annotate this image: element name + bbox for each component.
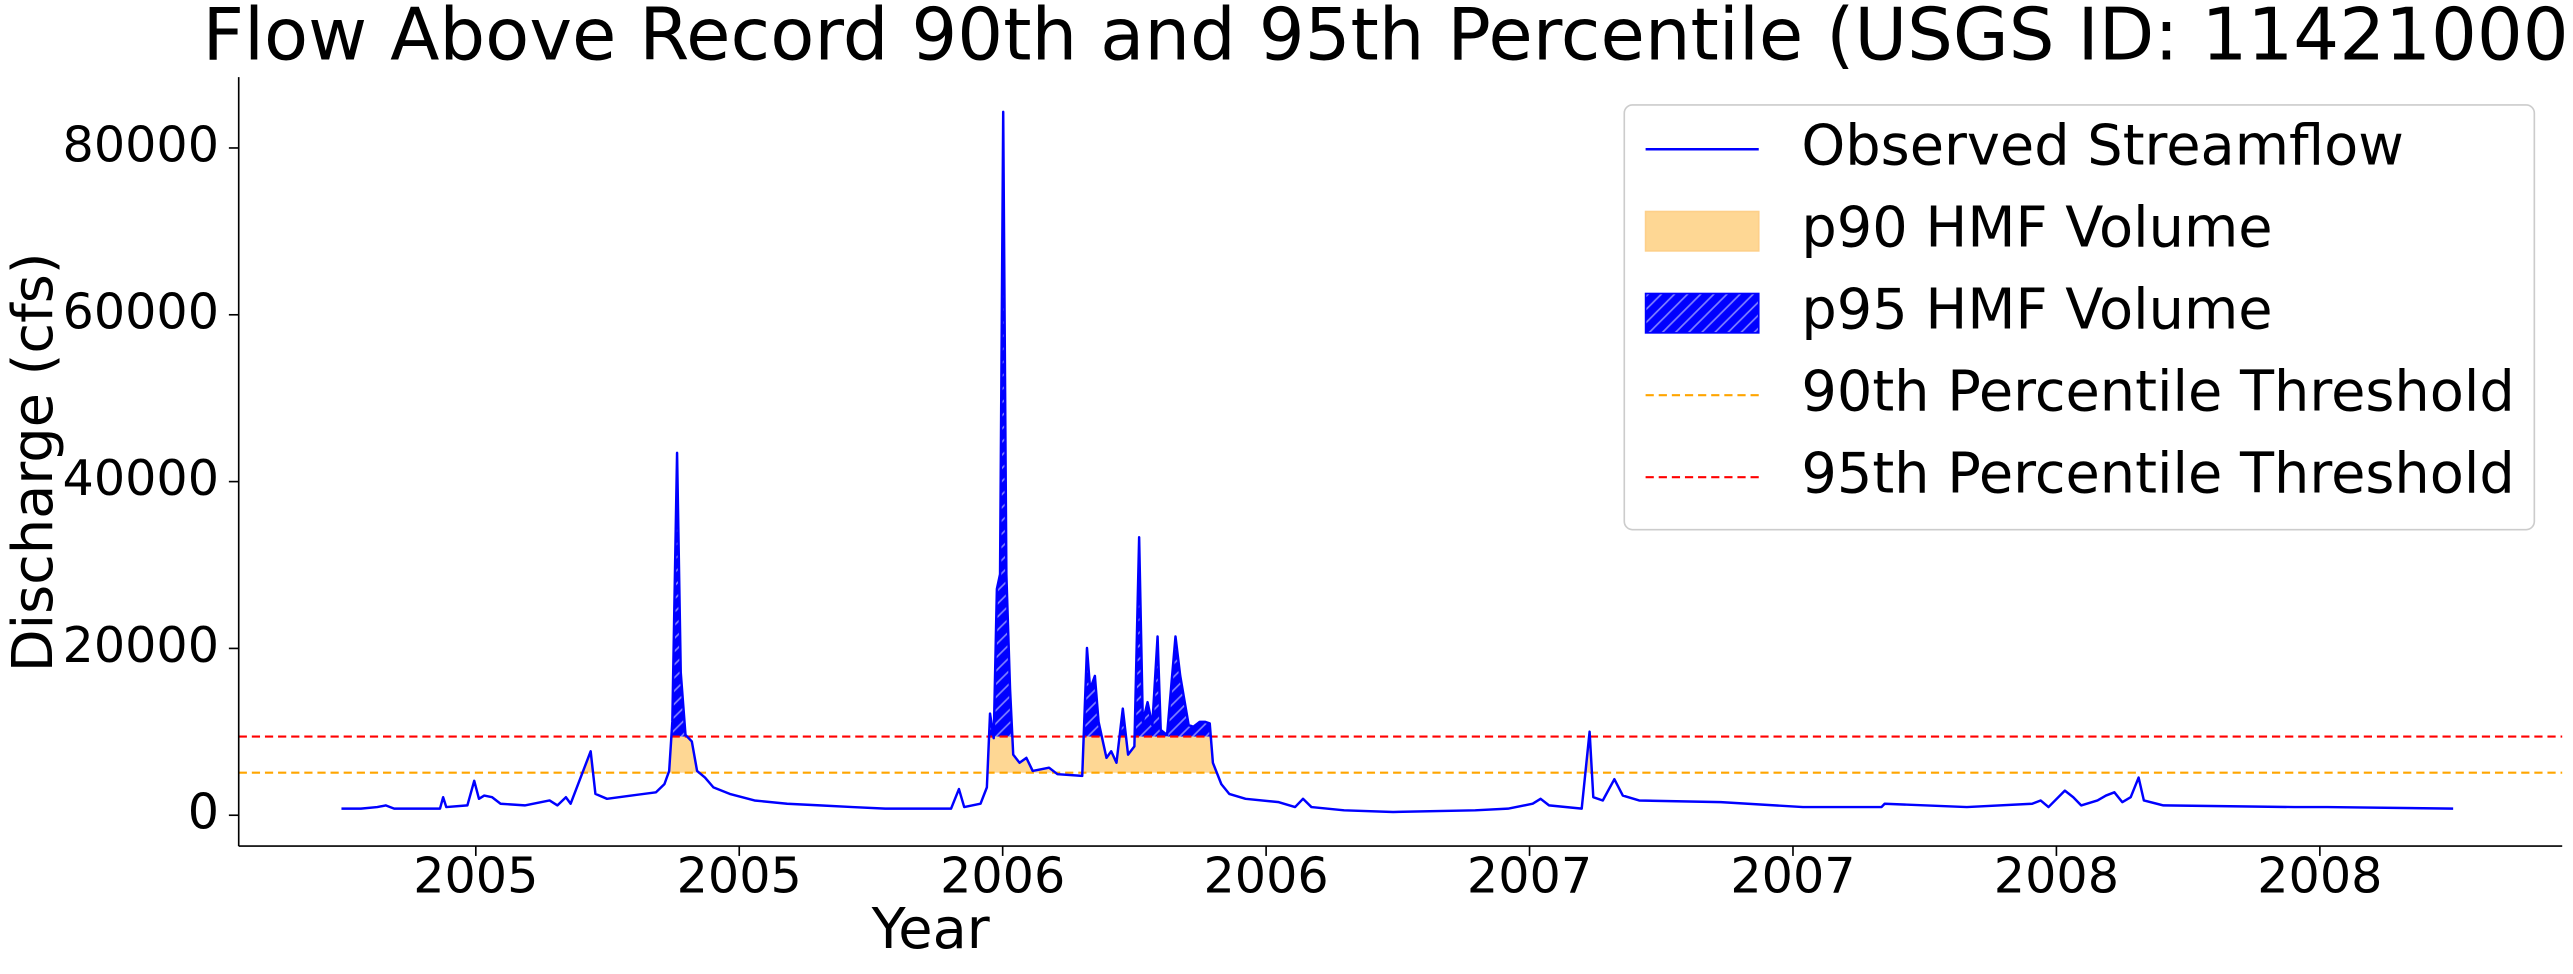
x-tick-label: 2007 xyxy=(1730,846,1855,904)
streamflow-line xyxy=(341,110,2454,814)
exceedance-fill xyxy=(341,736,2454,773)
y-tick-label: 20000 xyxy=(63,616,219,674)
x-tick-label: 2006 xyxy=(1204,846,1329,904)
y-tick-label: 60000 xyxy=(63,282,219,340)
legend-label: Observed Streamflow xyxy=(1801,113,2403,178)
legend-label: 90th Percentile Threshold xyxy=(1801,359,2514,424)
x-tick-label: 2005 xyxy=(413,846,538,904)
y-tick-label: 0 xyxy=(188,783,219,841)
legend-label: 95th Percentile Threshold xyxy=(1801,441,2514,506)
legend-label: p90 HMF Volume xyxy=(1801,195,2272,260)
x-axis-label: Year xyxy=(871,897,990,962)
y-tick-label: 80000 xyxy=(63,115,219,173)
y-axis-label: Discharge (cfs) xyxy=(1,253,66,673)
legend: Observed Streamflow p90 HMF Volume p95 HMF… xyxy=(1623,104,2536,531)
legend-frame xyxy=(1623,104,2536,531)
x-tick-label: 2008 xyxy=(1994,846,2119,904)
x-tick-label: 2006 xyxy=(940,846,1065,904)
x-tick-label: 2008 xyxy=(2257,846,2382,904)
legend-patch xyxy=(1644,210,1760,252)
legend-label: p95 HMF Volume xyxy=(1801,277,2272,342)
x-tick-label: 2007 xyxy=(1467,846,1592,904)
y-tick-label: 40000 xyxy=(63,449,219,507)
chart-title: Flow Above Record 90th and 95th Percenti… xyxy=(203,0,2573,77)
legend-patch xyxy=(1644,292,1760,334)
x-tick-label: 2005 xyxy=(677,846,802,904)
